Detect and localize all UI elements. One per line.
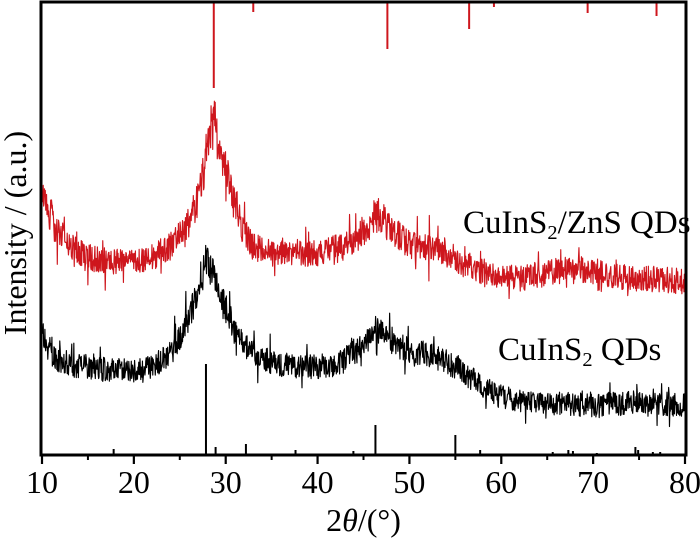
x-tick-label-50: 50 [393,464,425,500]
x-tick-label-40: 40 [302,464,334,500]
series-label-0: CuInS2/ZnS QDs [463,205,691,244]
x-tick-label-80: 80 [669,464,700,500]
series-curve-0 [42,100,685,300]
x-tick-label-20: 20 [118,464,150,500]
series-label-1: CuInS2 QDs [498,332,661,371]
y-axis-title: Intensity / (a.u.) [0,131,33,335]
series-curve-1 [42,244,685,428]
x-tick-label-10: 10 [26,464,58,500]
x-tick-label-30: 30 [210,464,242,500]
x-tick-label-60: 60 [485,464,517,500]
x-tick-label-70: 70 [577,464,609,500]
x-axis-title: 2θ/(°) [326,502,401,538]
